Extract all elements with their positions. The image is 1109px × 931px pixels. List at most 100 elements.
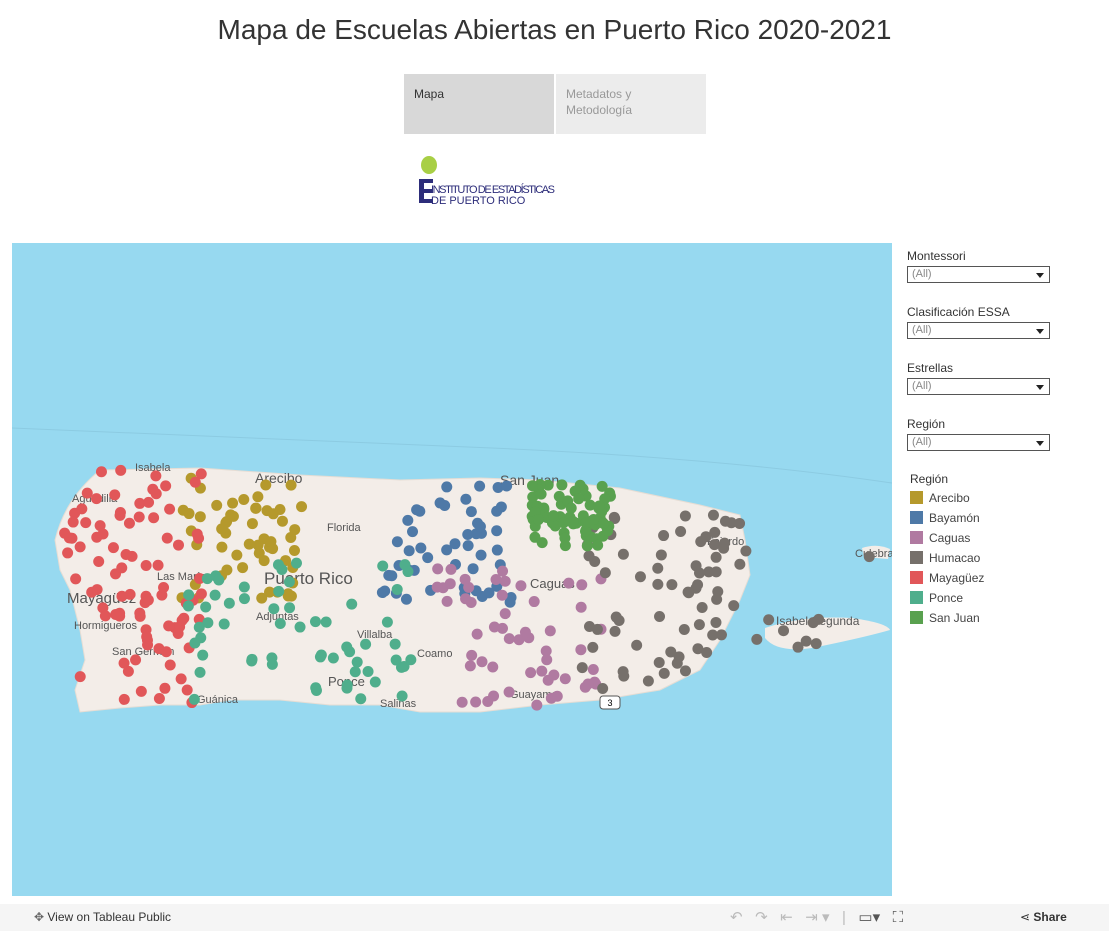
- school-dot[interactable]: [346, 598, 358, 610]
- school-dot[interactable]: [544, 625, 556, 637]
- school-dot[interactable]: [213, 574, 225, 586]
- school-dot[interactable]: [593, 500, 605, 512]
- school-dot[interactable]: [665, 646, 677, 658]
- school-dot[interactable]: [268, 603, 280, 615]
- school-dot[interactable]: [711, 593, 723, 605]
- school-dot[interactable]: [252, 491, 264, 503]
- school-dot[interactable]: [592, 539, 604, 551]
- school-dot[interactable]: [734, 558, 746, 570]
- school-dot[interactable]: [541, 654, 553, 666]
- school-dot[interactable]: [140, 560, 152, 572]
- school-dot[interactable]: [74, 671, 86, 683]
- school-dot[interactable]: [591, 623, 603, 635]
- school-dot[interactable]: [617, 548, 629, 560]
- school-dot[interactable]: [653, 657, 665, 669]
- school-dot[interactable]: [360, 638, 372, 650]
- school-dot[interactable]: [460, 493, 472, 505]
- school-dot[interactable]: [596, 480, 608, 492]
- school-dot[interactable]: [579, 681, 591, 693]
- school-dot[interactable]: [315, 649, 327, 661]
- school-dot[interactable]: [527, 480, 539, 492]
- school-dot[interactable]: [218, 618, 230, 630]
- school-dot[interactable]: [476, 656, 488, 668]
- school-dot[interactable]: [414, 505, 426, 517]
- school-dot[interactable]: [475, 549, 487, 561]
- school-dot[interactable]: [264, 586, 276, 598]
- school-dot[interactable]: [491, 525, 503, 537]
- school-dot[interactable]: [225, 509, 237, 521]
- school-dot[interactable]: [504, 596, 516, 608]
- school-dot[interactable]: [142, 639, 154, 651]
- school-dot[interactable]: [525, 667, 537, 679]
- share-text[interactable]: Share: [1033, 910, 1067, 924]
- school-dot[interactable]: [246, 653, 258, 665]
- school-dot[interactable]: [499, 575, 511, 587]
- school-dot[interactable]: [265, 536, 277, 548]
- school-dot[interactable]: [93, 555, 105, 567]
- school-dot[interactable]: [710, 566, 722, 578]
- school-dot[interactable]: [671, 657, 683, 669]
- school-dot[interactable]: [491, 544, 503, 556]
- school-dot[interactable]: [238, 581, 250, 593]
- school-dot[interactable]: [74, 541, 86, 553]
- school-dot[interactable]: [290, 557, 302, 569]
- share-button[interactable]: ⋖ Share: [1020, 910, 1067, 924]
- school-dot[interactable]: [792, 641, 804, 653]
- school-dot[interactable]: [545, 692, 557, 704]
- school-dot[interactable]: [402, 514, 414, 526]
- school-dot[interactable]: [503, 686, 515, 698]
- school-dot[interactable]: [652, 562, 664, 574]
- school-dot[interactable]: [150, 470, 162, 482]
- school-dot[interactable]: [553, 490, 565, 502]
- school-dot[interactable]: [400, 593, 412, 605]
- school-dot[interactable]: [161, 532, 173, 544]
- school-dot[interactable]: [559, 540, 571, 552]
- school-dot[interactable]: [110, 609, 122, 621]
- school-dot[interactable]: [558, 517, 570, 529]
- school-dot[interactable]: [693, 567, 705, 579]
- school-dot[interactable]: [130, 654, 142, 666]
- school-dot[interactable]: [62, 547, 74, 559]
- school-dot[interactable]: [194, 511, 206, 523]
- school-dot[interactable]: [181, 684, 193, 696]
- school-dot[interactable]: [474, 480, 486, 492]
- school-dot[interactable]: [381, 616, 393, 628]
- school-dot[interactable]: [341, 641, 353, 653]
- school-dot[interactable]: [462, 529, 474, 541]
- school-dot[interactable]: [528, 596, 540, 608]
- school-dot[interactable]: [148, 512, 160, 524]
- school-dot[interactable]: [519, 626, 531, 638]
- school-dot[interactable]: [655, 549, 667, 561]
- school-dot[interactable]: [238, 593, 250, 605]
- school-dot[interactable]: [276, 563, 288, 575]
- school-dot[interactable]: [751, 633, 763, 645]
- school-dot[interactable]: [159, 682, 171, 694]
- school-dot[interactable]: [763, 614, 775, 626]
- school-dot[interactable]: [583, 550, 595, 562]
- school-dot[interactable]: [696, 601, 708, 613]
- school-dot[interactable]: [471, 628, 483, 640]
- school-dot[interactable]: [209, 589, 221, 601]
- school-dot[interactable]: [513, 634, 525, 646]
- school-dot[interactable]: [70, 573, 82, 585]
- school-dot[interactable]: [288, 544, 300, 556]
- school-dot[interactable]: [216, 541, 228, 553]
- filter-select[interactable]: (All): [907, 378, 1050, 395]
- school-dot[interactable]: [709, 526, 721, 538]
- school-dot[interactable]: [273, 585, 285, 597]
- school-dot[interactable]: [390, 654, 402, 666]
- school-dot[interactable]: [158, 581, 170, 593]
- school-dot[interactable]: [243, 538, 255, 550]
- school-dot[interactable]: [482, 696, 494, 708]
- school-dot[interactable]: [490, 573, 502, 585]
- school-dot[interactable]: [542, 479, 554, 491]
- school-dot[interactable]: [580, 525, 592, 537]
- school-dot[interactable]: [246, 518, 258, 530]
- school-dot[interactable]: [719, 515, 731, 527]
- school-dot[interactable]: [573, 493, 585, 505]
- school-dot[interactable]: [183, 589, 195, 601]
- school-dot[interactable]: [464, 660, 476, 672]
- school-dot[interactable]: [692, 643, 704, 655]
- school-dot[interactable]: [289, 524, 301, 536]
- school-dot[interactable]: [719, 537, 731, 549]
